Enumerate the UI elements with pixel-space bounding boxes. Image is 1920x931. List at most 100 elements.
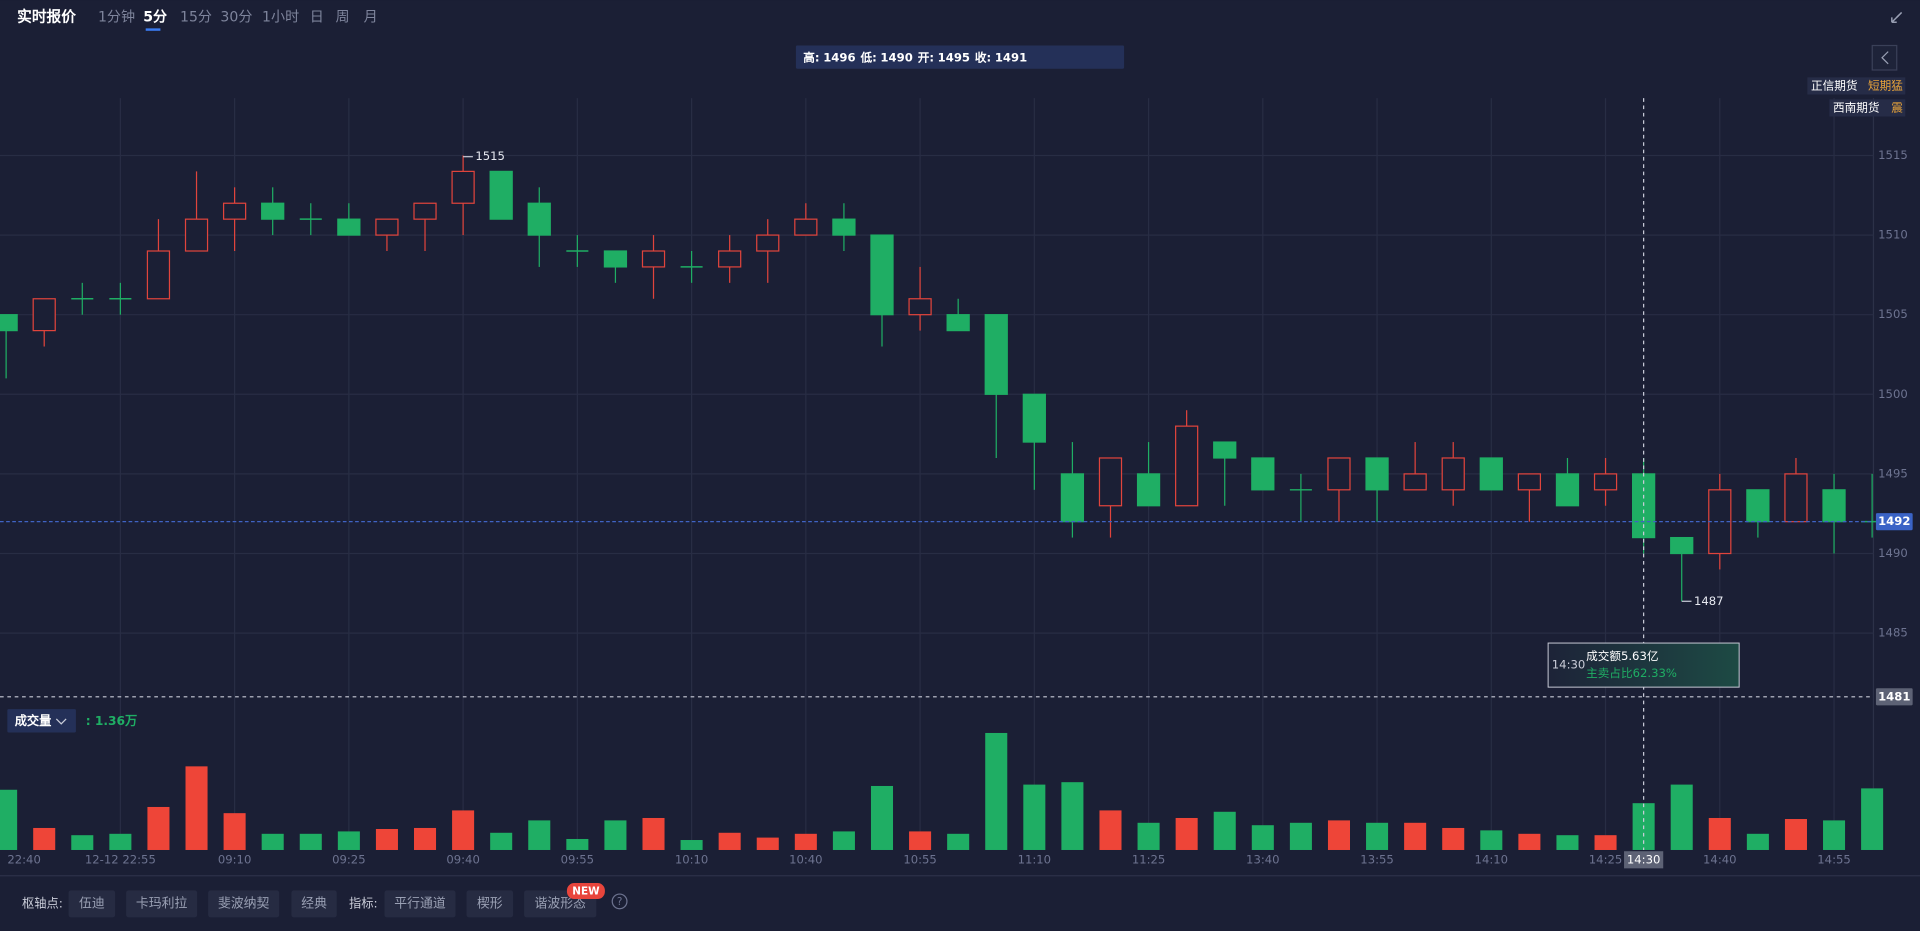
volume-bar: [566, 838, 589, 850]
help-icon[interactable]: [611, 893, 628, 910]
candle-body: [222, 202, 247, 220]
footer-button[interactable]: [68, 890, 116, 918]
volume-bar: [1594, 835, 1617, 850]
candle: [222, 187, 247, 252]
timeframe-tab[interactable]: 1分钟: [98, 8, 135, 25]
volume-bar: [680, 840, 703, 850]
volume-bar: [71, 835, 94, 850]
footer-button[interactable]: [208, 890, 280, 918]
side-toggle[interactable]: [1871, 44, 1898, 71]
volume-bar: [909, 831, 932, 850]
volume-bar: [604, 820, 627, 850]
timeframe-tab[interactable]: 30分: [220, 9, 252, 25]
candle: [1746, 489, 1770, 538]
y-tick-label: 1500: [1878, 387, 1908, 401]
candle: [1479, 457, 1503, 491]
footer-button-label[interactable]: 伍迪: [79, 896, 105, 911]
volume-bar: [452, 810, 475, 850]
marks-layer: [0, 155, 1884, 850]
timeframe-tab[interactable]: 日: [310, 9, 324, 25]
candle: [1517, 473, 1542, 522]
candle: [32, 298, 56, 347]
x-tick-label: 09:10: [218, 852, 252, 866]
candle-body: [451, 170, 475, 204]
footer-button-label[interactable]: 经典: [301, 896, 327, 911]
candle: [375, 218, 399, 252]
help-icon-label[interactable]: ?: [617, 896, 623, 908]
candle: [984, 314, 1008, 458]
volume-bar: [414, 827, 437, 850]
footer-button-label[interactable]: 平行通道: [394, 896, 446, 911]
candle-body: [1670, 536, 1694, 555]
candle: [870, 234, 894, 347]
x-tick-label: 11:10: [1018, 852, 1052, 866]
footer-button-label[interactable]: 楔形: [477, 896, 503, 911]
tooltip-line: 主卖占比62.33%: [1586, 666, 1677, 680]
volume-bar: [490, 832, 513, 850]
side-toggle-arrow[interactable]: [1881, 51, 1889, 65]
x-tick-label: 14:10: [1475, 852, 1509, 866]
tooltip-line: 成交额5.63亿: [1586, 649, 1658, 663]
candle: [946, 298, 970, 332]
candle-body: [1327, 457, 1351, 491]
timeframe-tab[interactable]: 1小时: [262, 9, 299, 25]
volume-bar: [1556, 835, 1579, 850]
candle-body: [1555, 473, 1580, 507]
footer-button[interactable]: [291, 890, 337, 918]
candle-body: [870, 234, 894, 316]
candle-body: [1098, 457, 1123, 507]
broker-rating-box: [1807, 77, 1906, 95]
candle-body: [832, 218, 856, 236]
candle-body: [1593, 473, 1618, 491]
dropdown-caret[interactable]: [55, 718, 67, 725]
volume-bar: [1861, 788, 1884, 850]
candle-body: [946, 314, 970, 332]
candle: [0, 314, 18, 379]
candle: [527, 187, 551, 267]
ohlc-value: 1495: [938, 50, 970, 64]
y-tick-label: 1490: [1878, 546, 1908, 560]
volume-bar: [985, 732, 1008, 850]
volume-bar: [1251, 825, 1274, 850]
x-tick-label: 14:30: [1627, 852, 1661, 866]
indicator-label: 指标:: [349, 895, 378, 910]
candle-body: [0, 314, 18, 332]
volume-bar: [1442, 827, 1465, 850]
candle: [603, 250, 628, 283]
volume-bar: [756, 837, 779, 850]
side-toggle-box[interactable]: [1871, 44, 1898, 71]
candle-body: [1517, 473, 1542, 491]
candle: [1784, 457, 1808, 523]
candle: [109, 282, 132, 315]
footer-button[interactable]: [384, 890, 456, 918]
crosshair-price-box: [1875, 688, 1913, 706]
volume-title[interactable]: 成交量: [15, 713, 52, 728]
footer-button-label[interactable]: 卡玛利拉: [136, 896, 188, 911]
footer-button-label[interactable]: 斐波纳契: [218, 896, 270, 911]
x-tick-label: 14:40: [1703, 852, 1737, 866]
timeframe-tab[interactable]: 月: [364, 9, 378, 25]
timeframe-tab[interactable]: 周: [336, 9, 350, 25]
candle: [1327, 457, 1351, 522]
volume-selector-box[interactable]: [7, 709, 76, 733]
x-tick-label: 22:40: [7, 852, 41, 866]
footer-button[interactable]: [466, 890, 514, 918]
timeframe-tab[interactable]: 5分: [143, 9, 167, 25]
candle-body: [1746, 489, 1770, 523]
volume-bar: [223, 813, 246, 850]
candle: [1593, 457, 1618, 506]
candle-body: [1403, 473, 1427, 491]
candle-body: [1251, 457, 1275, 491]
collapse-icon[interactable]: [1891, 11, 1903, 23]
candle-body: [413, 202, 437, 220]
x-tick-label: 11:25: [1132, 852, 1166, 866]
footer-button[interactable]: [126, 890, 198, 918]
x-tick-label: 13:55: [1360, 852, 1394, 866]
candle: [794, 203, 818, 236]
x-tick-label: 09:40: [446, 852, 480, 866]
timeframe-tab[interactable]: 15分: [180, 9, 212, 25]
volume-bar: [794, 833, 817, 850]
candle: [413, 202, 437, 252]
footer-button-label[interactable]: 谐波形态: [535, 896, 587, 911]
